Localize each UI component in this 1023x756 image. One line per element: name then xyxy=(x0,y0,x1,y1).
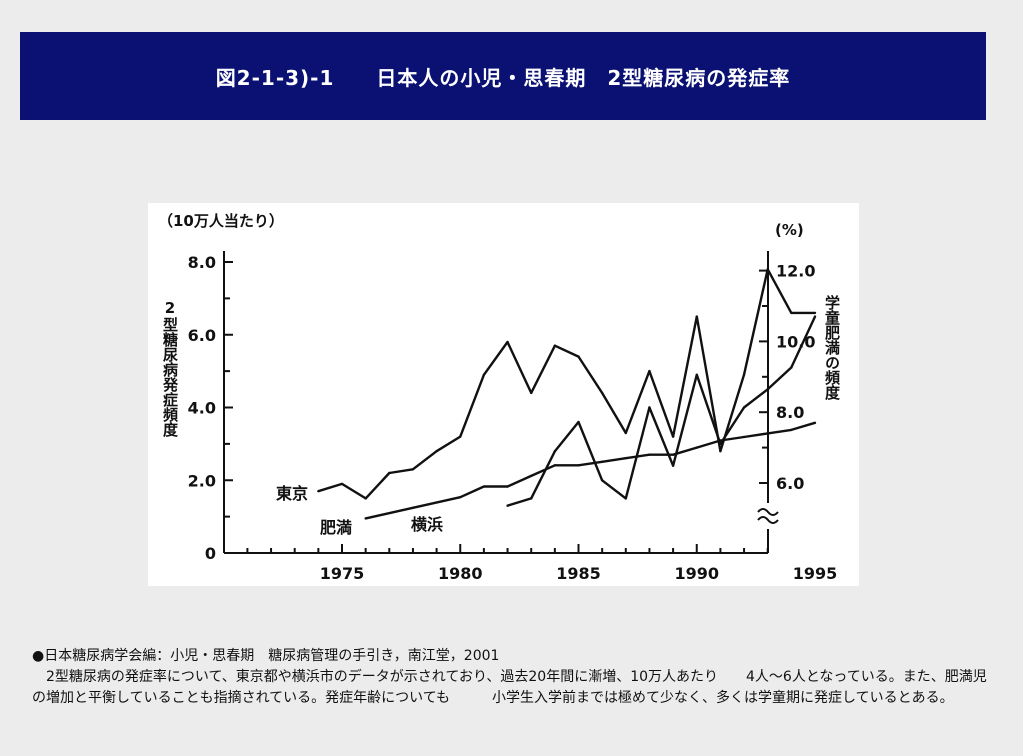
right-tick-label: 8.0 xyxy=(776,403,804,422)
series-point-0 xyxy=(648,369,651,373)
series-line-2 xyxy=(365,421,816,520)
series-point-0 xyxy=(364,497,367,500)
series-point-2 xyxy=(695,446,698,449)
series-point-2 xyxy=(364,517,367,520)
right-tick-label: 6.0 xyxy=(776,474,804,493)
series-point-2 xyxy=(411,506,415,509)
series-point-1 xyxy=(624,497,627,500)
series-point-2 xyxy=(671,453,675,456)
caption-source: ●日本糖尿病学会編：小児・思春期 糖尿病管理の手引き，南江堂，2001 xyxy=(32,648,500,664)
series-point-2 xyxy=(766,432,769,435)
caption-body: 2型糖尿病の発症率について、東京都や横浜市のデータが示されており、過去20年間に… xyxy=(32,669,987,706)
series-point-0 xyxy=(482,373,486,376)
x-tick-label: 1975 xyxy=(320,564,365,583)
series-point-2 xyxy=(790,428,793,432)
series-point-1 xyxy=(790,366,793,369)
left-unit-label: （10万人当たり） xyxy=(158,212,284,230)
series-line-1 xyxy=(507,316,817,507)
series-line-0 xyxy=(317,268,815,500)
x-tick-label: 1990 xyxy=(674,564,719,583)
series-point-0 xyxy=(340,482,344,486)
y-axis-label: 2型糖尿病発症頻度 xyxy=(161,299,179,438)
series-point-1 xyxy=(577,420,580,424)
series-point-2 xyxy=(459,495,462,499)
series-point-0 xyxy=(813,311,817,315)
series-point-0 xyxy=(506,340,509,344)
series-point-0 xyxy=(790,311,793,315)
x-tick-label: 1985 xyxy=(556,564,601,583)
chart-axes: 0 2.0 4.0 6.0 8.0 6.0 8.0 10.0 12.0 1975 1980 1985 1… xyxy=(188,251,838,583)
series-point-0 xyxy=(742,373,746,376)
series-point-1 xyxy=(742,406,746,409)
right-tick-label: 12.0 xyxy=(776,262,815,281)
series-point-0 xyxy=(577,355,580,358)
series-point-2 xyxy=(742,435,746,439)
right-tick-label: 10.0 xyxy=(776,332,815,351)
y2-axis-label: 学童肥満の頻度 xyxy=(823,294,841,401)
series-point-1 xyxy=(813,315,817,318)
series-point-0 xyxy=(459,435,462,438)
series-point-2 xyxy=(813,421,817,425)
page-title: 図2-1-3)-1 日本人の小児・思春期 2型糖尿病の発症率 xyxy=(215,65,791,90)
series-point-0 xyxy=(317,489,320,493)
left-tick-label: 0 xyxy=(205,544,216,563)
axis-break-mark xyxy=(757,508,779,524)
left-tick-label: 4.0 xyxy=(188,399,216,418)
series-point-2 xyxy=(506,485,509,488)
series-point-1 xyxy=(648,406,651,409)
series-point-1 xyxy=(671,464,675,467)
series-point-1 xyxy=(766,388,769,391)
series-point-2 xyxy=(600,460,604,463)
line-chart: （10万人当たり） (%) 2型糖尿病発症頻度 学童肥満の頻度 0 2.0 4.0 6… xyxy=(158,212,841,583)
series-point-1 xyxy=(506,504,509,507)
series-point-0 xyxy=(766,268,769,271)
series-point-0 xyxy=(435,449,438,453)
series-point-2 xyxy=(553,464,557,467)
series-point-0 xyxy=(600,391,604,395)
series-point-2 xyxy=(482,485,486,488)
series-label: 横浜 xyxy=(411,515,443,534)
left-tick-label: 2.0 xyxy=(188,471,216,490)
series-point-2 xyxy=(577,464,580,467)
series-point-1 xyxy=(695,373,698,376)
series-point-0 xyxy=(530,391,533,395)
x-tick-label: 1980 xyxy=(438,564,483,583)
series-point-2 xyxy=(624,457,627,460)
series-point-2 xyxy=(719,439,722,442)
chart-series xyxy=(317,268,817,520)
series-point-0 xyxy=(388,471,391,475)
chart-panel: （10万人当たり） (%) 2型糖尿病発症頻度 学童肥満の頻度 0 2.0 4.0 6… xyxy=(148,203,859,586)
right-unit-label: (%) xyxy=(775,221,804,239)
series-point-1 xyxy=(600,479,604,482)
series-point-2 xyxy=(648,453,651,456)
left-tick-label: 6.0 xyxy=(188,326,216,345)
series-point-0 xyxy=(719,449,722,453)
series-point-0 xyxy=(624,431,627,435)
x-tick-label: 1995 xyxy=(793,564,838,583)
series-point-1 xyxy=(553,449,557,453)
series-label: 肥満 xyxy=(320,518,352,537)
caption: ●日本糖尿病学会編：小児・思春期 糖尿病管理の手引き，南江堂，2001 2型糖尿… xyxy=(32,646,987,709)
series-point-0 xyxy=(695,315,698,318)
left-tick-label: 8.0 xyxy=(188,253,216,272)
series-point-1 xyxy=(530,497,533,500)
series-point-0 xyxy=(553,344,557,347)
series-point-2 xyxy=(530,474,533,478)
series-point-1 xyxy=(719,442,722,446)
series-label: 東京 xyxy=(276,484,308,503)
series-point-0 xyxy=(411,468,415,471)
series-point-0 xyxy=(671,435,675,438)
title-band: 図2-1-3)-1 日本人の小児・思春期 2型糖尿病の発症率 xyxy=(20,32,986,120)
